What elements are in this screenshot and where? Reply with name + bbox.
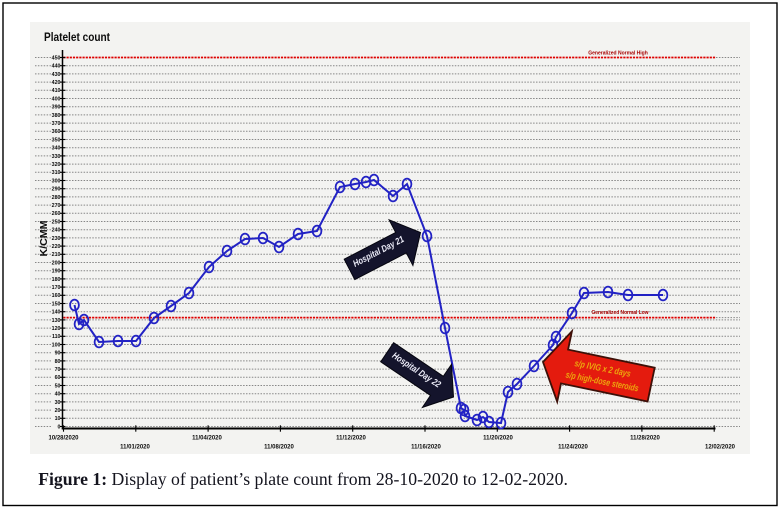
svg-text:11/01/2020: 11/01/2020 bbox=[120, 445, 150, 451]
svg-text:100: 100 bbox=[52, 342, 61, 348]
svg-text:210: 210 bbox=[52, 252, 61, 258]
svg-text:11/04/2020: 11/04/2020 bbox=[192, 436, 222, 442]
svg-text:11/24/2020: 11/24/2020 bbox=[558, 445, 588, 451]
svg-text:30: 30 bbox=[55, 400, 61, 406]
svg-text:20: 20 bbox=[55, 408, 61, 414]
svg-text:140: 140 bbox=[52, 310, 61, 316]
svg-text:12/02/2020: 12/02/2020 bbox=[705, 445, 736, 451]
svg-text:430: 430 bbox=[52, 72, 61, 78]
svg-text:200: 200 bbox=[52, 260, 61, 266]
svg-text:10: 10 bbox=[55, 416, 61, 422]
svg-text:240: 240 bbox=[52, 228, 61, 234]
svg-text:70: 70 bbox=[55, 367, 61, 373]
svg-text:280: 280 bbox=[52, 195, 61, 201]
svg-text:360: 360 bbox=[52, 129, 61, 135]
svg-text:11/12/2020: 11/12/2020 bbox=[336, 436, 366, 442]
svg-text:260: 260 bbox=[52, 211, 61, 217]
svg-text:450: 450 bbox=[52, 55, 61, 61]
svg-text:230: 230 bbox=[52, 236, 61, 242]
svg-text:80: 80 bbox=[55, 359, 61, 365]
svg-text:420: 420 bbox=[52, 80, 61, 86]
svg-text:180: 180 bbox=[52, 277, 61, 283]
svg-text:310: 310 bbox=[52, 170, 61, 176]
svg-text:10/28/2020: 10/28/2020 bbox=[48, 436, 79, 442]
svg-text:110: 110 bbox=[52, 334, 61, 340]
svg-text:90: 90 bbox=[55, 351, 61, 357]
svg-text:340: 340 bbox=[52, 146, 61, 152]
svg-text:Figure 1: Display of patient’s: Figure 1: Display of patient’s plate cou… bbox=[38, 469, 568, 489]
svg-text:Platelet count: Platelet count bbox=[44, 30, 110, 44]
svg-text:270: 270 bbox=[52, 203, 61, 209]
svg-text:300: 300 bbox=[52, 178, 61, 184]
svg-text:320: 320 bbox=[52, 162, 61, 168]
svg-text:120: 120 bbox=[52, 326, 61, 332]
svg-text:410: 410 bbox=[52, 88, 61, 94]
svg-text:380: 380 bbox=[52, 113, 61, 119]
svg-text:K/CMM: K/CMM bbox=[38, 220, 50, 256]
svg-text:130: 130 bbox=[52, 318, 61, 324]
svg-text:250: 250 bbox=[52, 219, 61, 225]
svg-text:290: 290 bbox=[52, 187, 61, 193]
svg-text:160: 160 bbox=[52, 293, 61, 299]
svg-text:170: 170 bbox=[52, 285, 61, 291]
svg-text:220: 220 bbox=[52, 244, 61, 250]
svg-text:400: 400 bbox=[52, 96, 61, 102]
svg-text:Generalized Normal Low: Generalized Normal Low bbox=[592, 310, 649, 316]
svg-text:11/16/2020: 11/16/2020 bbox=[411, 445, 441, 451]
svg-text:370: 370 bbox=[52, 121, 61, 127]
svg-text:190: 190 bbox=[52, 269, 61, 275]
svg-text:0: 0 bbox=[58, 424, 61, 430]
svg-text:50: 50 bbox=[55, 383, 61, 389]
svg-text:390: 390 bbox=[52, 105, 61, 111]
svg-text:350: 350 bbox=[52, 137, 61, 143]
svg-text:11/28/2020: 11/28/2020 bbox=[630, 436, 660, 442]
svg-text:440: 440 bbox=[52, 64, 61, 70]
svg-text:60: 60 bbox=[55, 375, 61, 381]
svg-text:11/08/2020: 11/08/2020 bbox=[264, 445, 294, 451]
svg-text:11/20/2020: 11/20/2020 bbox=[483, 436, 513, 442]
svg-text:40: 40 bbox=[55, 392, 61, 398]
svg-text:Generalized Normal High: Generalized Normal High bbox=[588, 50, 648, 56]
svg-text:150: 150 bbox=[52, 301, 61, 307]
svg-text:330: 330 bbox=[52, 154, 61, 160]
